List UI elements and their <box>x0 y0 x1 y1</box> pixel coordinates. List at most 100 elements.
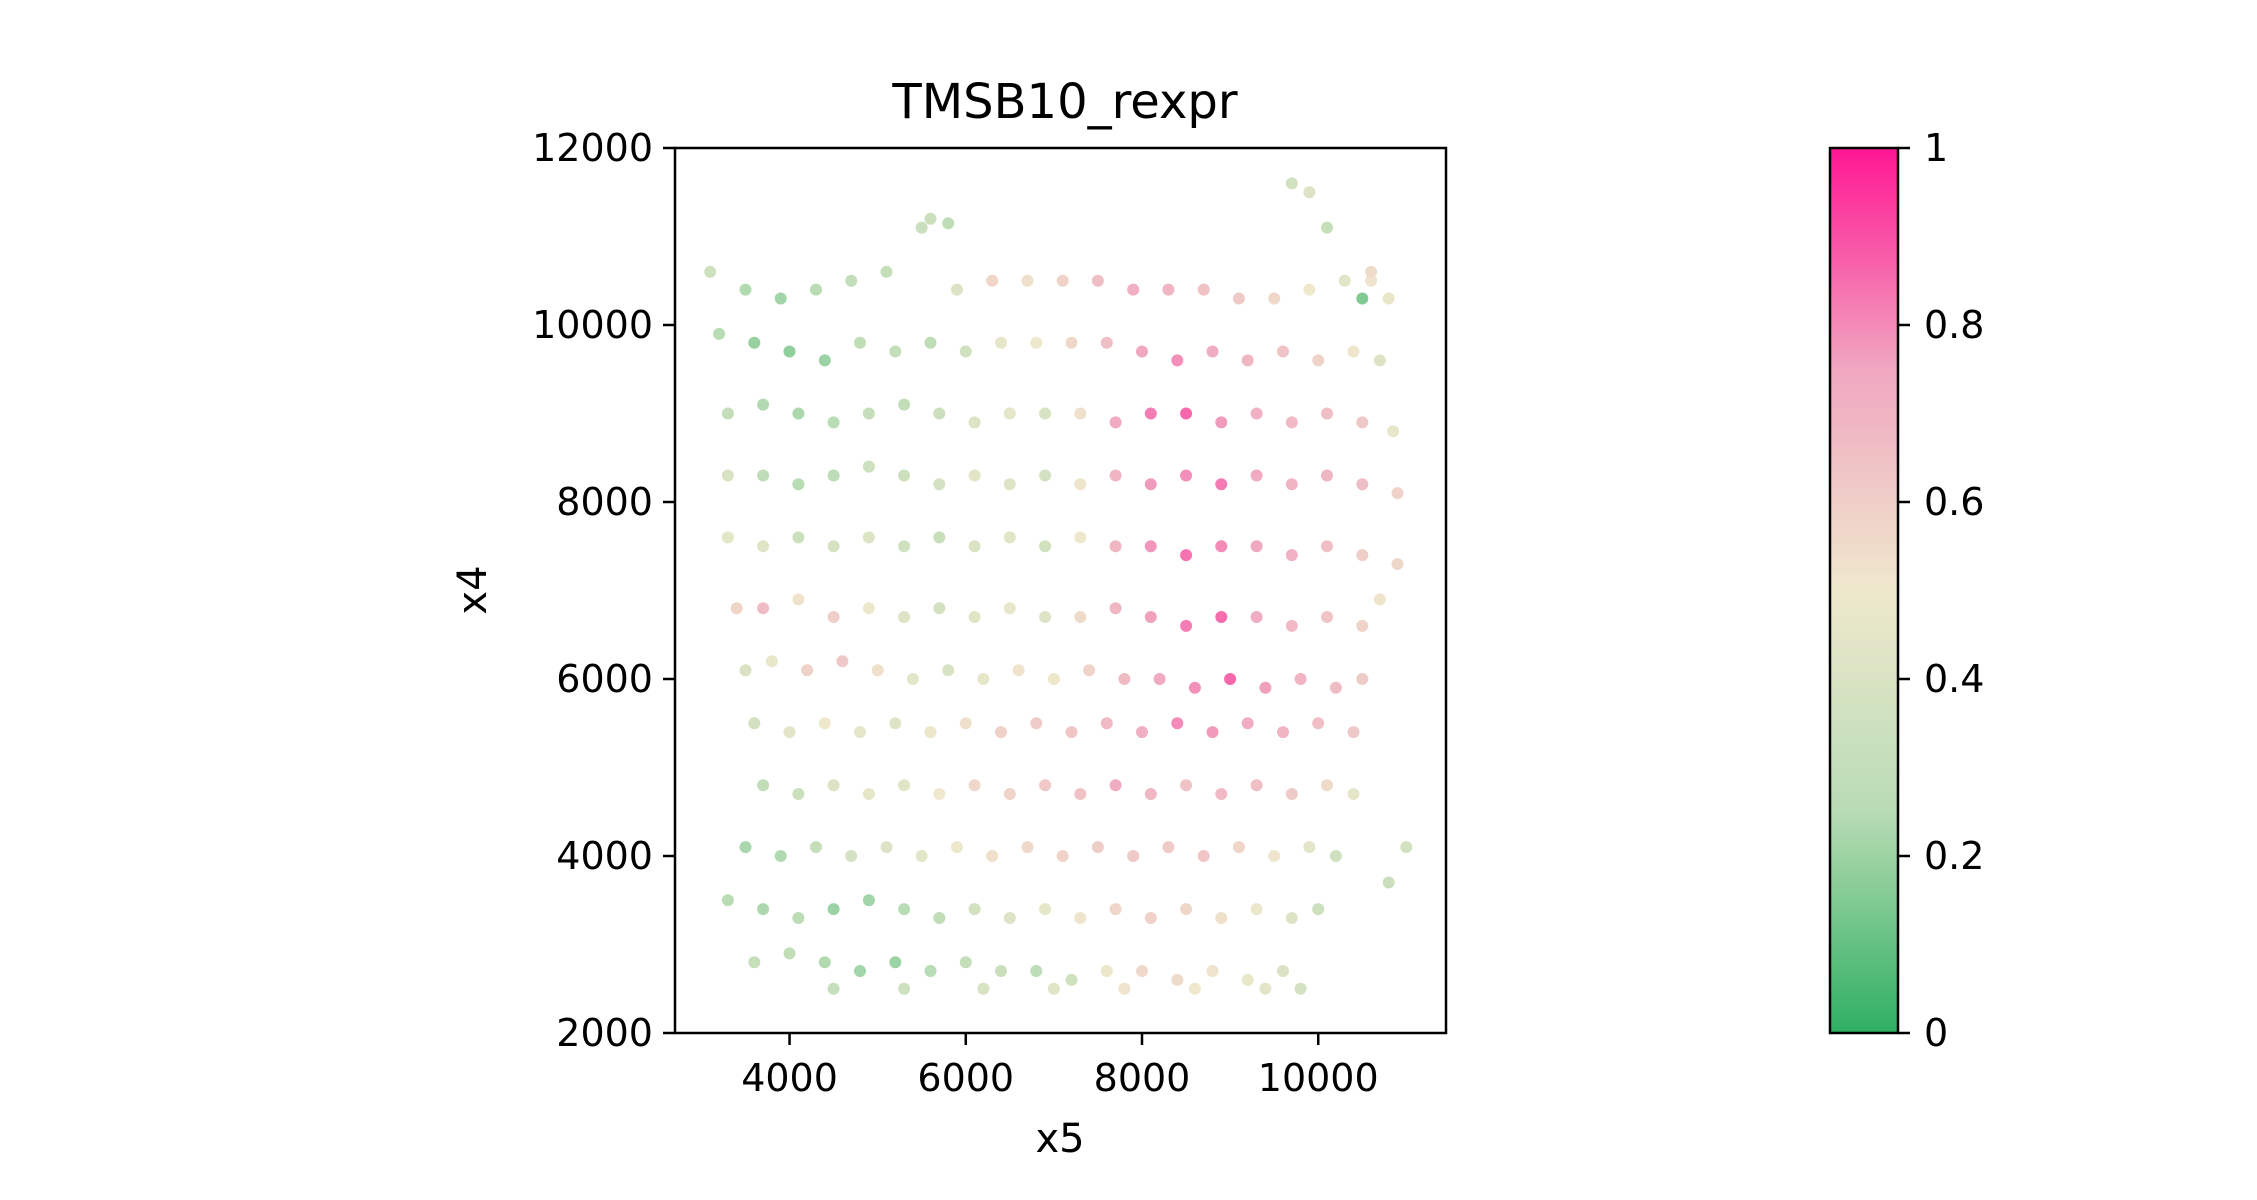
data-point <box>1003 912 1016 924</box>
data-point <box>1109 779 1122 792</box>
data-point <box>1312 903 1325 916</box>
x-tick-label: 6000 <box>917 1056 1014 1100</box>
data-point <box>1144 611 1157 623</box>
data-point <box>915 850 928 862</box>
data-point <box>836 655 849 668</box>
y-axis-ticks: 2000 4000 6000 8000 10000 12000 <box>532 126 675 1055</box>
data-point <box>1144 478 1157 491</box>
data-point <box>1250 779 1263 792</box>
data-point <box>1100 965 1113 977</box>
data-point <box>1215 788 1228 800</box>
data-point <box>1109 416 1122 429</box>
data-point <box>1074 788 1087 800</box>
data-point <box>757 602 770 615</box>
data-point <box>1136 726 1148 739</box>
data-point <box>1232 292 1245 305</box>
data-point <box>898 779 911 792</box>
data-point <box>1109 903 1122 916</box>
data-point <box>1180 903 1193 916</box>
data-point <box>827 982 840 995</box>
data-point <box>995 336 1007 349</box>
x-axis-ticks: 4000 6000 8000 10000 <box>741 1033 1379 1100</box>
data-point <box>1003 602 1016 615</box>
data-point <box>880 265 893 278</box>
data-point <box>1047 673 1060 685</box>
data-point <box>1312 717 1325 730</box>
data-point <box>1180 549 1193 562</box>
data-point <box>1215 912 1228 924</box>
data-point <box>1268 292 1281 305</box>
data-point <box>1012 664 1025 677</box>
data-point <box>933 407 946 420</box>
colorbar-ticks: 0 0.2 0.4 0.6 0.8 1 <box>1898 126 1984 1055</box>
data-point <box>898 982 911 995</box>
data-point <box>1136 345 1148 358</box>
data-point <box>1206 726 1219 739</box>
data-point <box>951 283 963 296</box>
data-point <box>774 292 787 305</box>
data-point <box>1347 726 1360 739</box>
data-point <box>721 894 734 907</box>
data-point <box>1109 540 1122 553</box>
colorbar-tick-label: 0 <box>1924 1011 1948 1055</box>
y-tick-label: 12000 <box>532 126 653 170</box>
data-point <box>1321 540 1333 553</box>
data-point <box>1003 478 1016 491</box>
data-point <box>854 965 866 977</box>
y-tick-label: 2000 <box>556 1011 653 1055</box>
data-point <box>1065 336 1078 349</box>
chart-title: TMSB10_rexpr <box>891 74 1237 130</box>
data-point <box>1171 354 1184 367</box>
data-point <box>1074 912 1087 924</box>
data-point <box>792 593 805 606</box>
x-axis-label: x5 <box>1035 1116 1084 1162</box>
data-point <box>1250 469 1263 482</box>
data-point <box>1030 336 1043 349</box>
data-point <box>1347 345 1360 358</box>
data-point <box>1312 354 1325 367</box>
data-point <box>951 841 963 854</box>
data-point <box>1144 788 1157 800</box>
data-point <box>986 274 999 287</box>
data-point <box>862 531 875 544</box>
data-point <box>1356 549 1369 562</box>
data-point <box>854 726 866 739</box>
data-point <box>1039 540 1052 553</box>
data-point <box>1171 973 1184 986</box>
data-point <box>818 956 831 969</box>
data-point <box>730 602 743 615</box>
data-point <box>792 788 805 800</box>
data-point <box>1294 982 1307 995</box>
y-tick-label: 4000 <box>556 834 653 878</box>
data-point <box>995 965 1007 977</box>
data-point <box>827 903 840 916</box>
data-point <box>774 850 787 862</box>
data-point <box>1285 177 1298 190</box>
y-tick-label: 6000 <box>556 657 653 701</box>
data-point <box>1259 982 1272 995</box>
data-point <box>1100 717 1113 730</box>
data-point <box>827 611 840 623</box>
data-point <box>827 416 840 429</box>
data-point <box>1321 779 1333 792</box>
data-point <box>1197 283 1210 296</box>
data-point <box>757 469 770 482</box>
data-point <box>1003 407 1016 420</box>
data-point <box>845 274 858 287</box>
data-point <box>1400 841 1413 854</box>
data-point <box>739 283 752 296</box>
data-point <box>1039 469 1052 482</box>
data-point <box>1206 345 1219 358</box>
data-point <box>827 779 840 792</box>
data-point <box>1285 788 1298 800</box>
scatter-points <box>704 177 1413 995</box>
data-point <box>880 841 893 854</box>
data-point <box>862 407 875 420</box>
data-point <box>1206 965 1219 977</box>
data-point <box>1365 265 1378 278</box>
data-point <box>968 903 981 916</box>
data-point <box>933 478 946 491</box>
data-point <box>1215 540 1228 553</box>
x-tick-label: 8000 <box>1094 1056 1191 1100</box>
data-point <box>1321 611 1333 623</box>
